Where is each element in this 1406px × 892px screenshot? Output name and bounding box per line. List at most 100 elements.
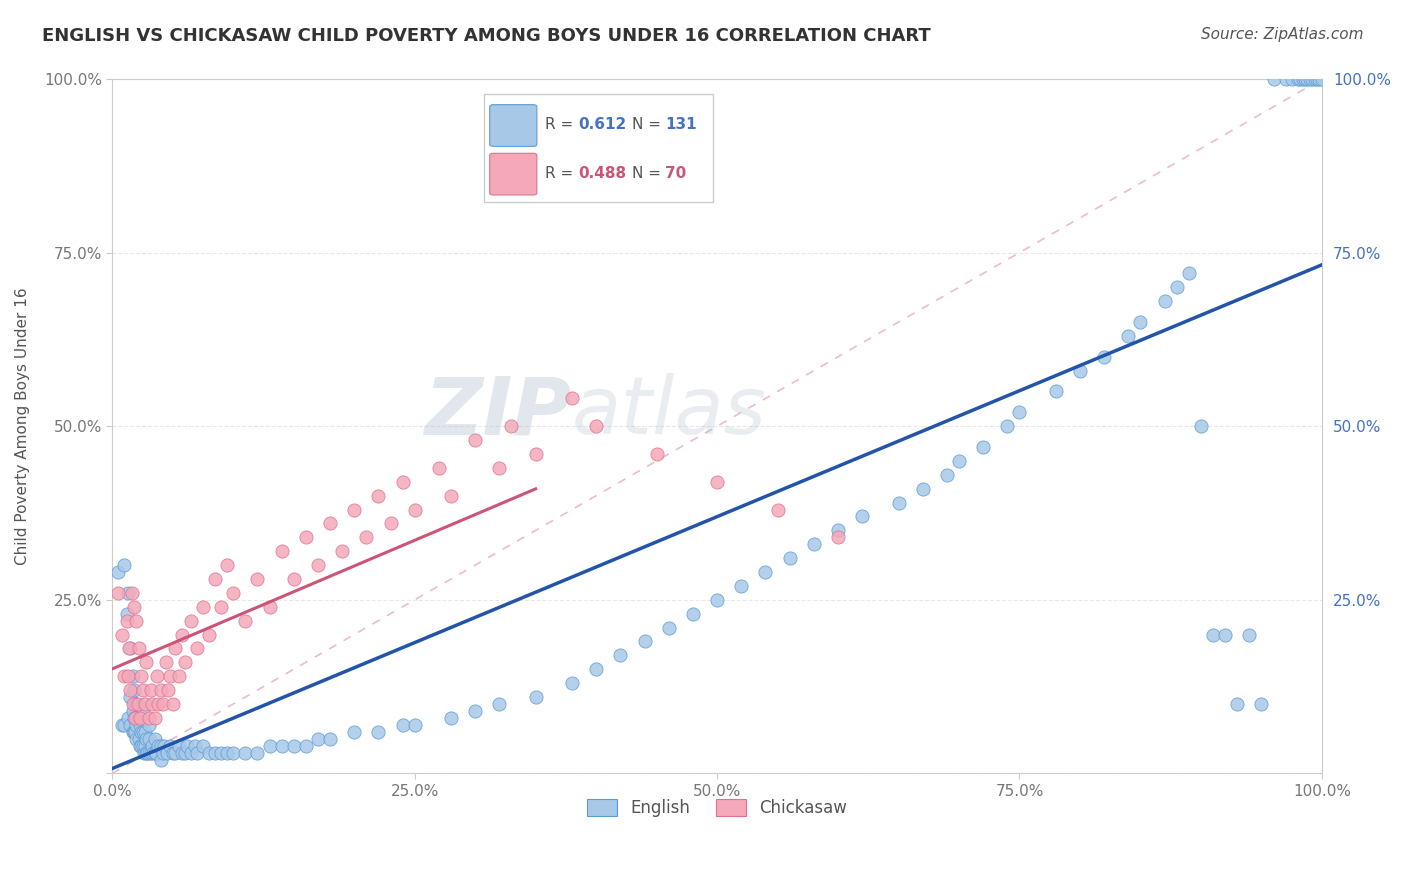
Point — [125, 718, 148, 732]
Point — [972, 440, 994, 454]
Point — [143, 731, 166, 746]
Point — [142, 746, 165, 760]
Point — [134, 697, 156, 711]
Point — [120, 690, 142, 704]
Point — [259, 599, 281, 614]
Point — [159, 739, 181, 753]
Point — [779, 551, 801, 566]
Point — [585, 662, 607, 676]
Point — [128, 711, 150, 725]
Point — [246, 572, 269, 586]
Point — [330, 544, 353, 558]
Point — [180, 746, 202, 760]
Point — [633, 634, 655, 648]
Point — [391, 475, 413, 489]
Point — [295, 739, 318, 753]
Point — [911, 482, 934, 496]
Point — [127, 697, 149, 711]
Point — [1310, 72, 1333, 87]
Point — [948, 454, 970, 468]
Point — [131, 724, 153, 739]
Point — [488, 461, 510, 475]
Point — [380, 516, 402, 531]
Point — [145, 746, 167, 760]
Point — [167, 739, 190, 753]
Point — [1092, 350, 1115, 364]
Point — [440, 711, 463, 725]
Text: 0.488: 0.488 — [578, 166, 626, 181]
Point — [153, 739, 176, 753]
Point — [706, 475, 728, 489]
Point — [156, 746, 179, 760]
Point — [149, 753, 172, 767]
Point — [122, 724, 145, 739]
Point — [1301, 72, 1323, 87]
Point — [138, 731, 160, 746]
Point — [141, 697, 163, 711]
Point — [1291, 72, 1313, 87]
Point — [204, 746, 226, 760]
Point — [115, 607, 138, 621]
Point — [851, 509, 873, 524]
Point — [131, 683, 153, 698]
Point — [191, 739, 214, 753]
Point — [162, 746, 184, 760]
Point — [706, 592, 728, 607]
Point — [138, 746, 160, 760]
Text: 0.612: 0.612 — [578, 118, 626, 132]
Point — [148, 697, 170, 711]
Point — [172, 746, 194, 760]
Text: N =: N = — [633, 166, 666, 181]
Point — [115, 614, 138, 628]
Point — [1250, 697, 1272, 711]
Point — [172, 627, 194, 641]
Point — [995, 419, 1018, 434]
Point — [1069, 364, 1091, 378]
Point — [135, 746, 157, 760]
Point — [295, 530, 318, 544]
Point — [1308, 72, 1330, 87]
Point — [307, 731, 329, 746]
Point — [1289, 72, 1312, 87]
Point — [134, 739, 156, 753]
Point — [120, 683, 142, 698]
Point — [827, 524, 849, 538]
Point — [141, 739, 163, 753]
Point — [131, 704, 153, 718]
Point — [440, 489, 463, 503]
Point — [138, 718, 160, 732]
Text: 70: 70 — [665, 166, 686, 181]
Point — [198, 627, 221, 641]
Text: 131: 131 — [665, 118, 697, 132]
Point — [131, 739, 153, 753]
Point — [124, 697, 146, 711]
Point — [524, 690, 547, 704]
Point — [1226, 697, 1249, 711]
Point — [129, 718, 152, 732]
Point — [209, 599, 232, 614]
Point — [319, 731, 342, 746]
Point — [561, 392, 583, 406]
Point — [935, 467, 957, 482]
Point — [118, 641, 141, 656]
Point — [427, 461, 450, 475]
Point — [122, 599, 145, 614]
Point — [191, 599, 214, 614]
Point — [343, 502, 366, 516]
Point — [159, 669, 181, 683]
Point — [152, 697, 174, 711]
Point — [307, 558, 329, 573]
Point — [222, 746, 245, 760]
Point — [270, 739, 292, 753]
Point — [585, 419, 607, 434]
Point — [343, 724, 366, 739]
Point — [146, 669, 169, 683]
Point — [803, 537, 825, 551]
Y-axis label: Child Poverty Among Boys Under 16: Child Poverty Among Boys Under 16 — [15, 287, 30, 565]
Point — [1118, 329, 1140, 343]
Point — [1274, 72, 1296, 87]
Point — [152, 746, 174, 760]
Point — [235, 614, 257, 628]
Point — [120, 718, 142, 732]
Point — [217, 558, 239, 573]
